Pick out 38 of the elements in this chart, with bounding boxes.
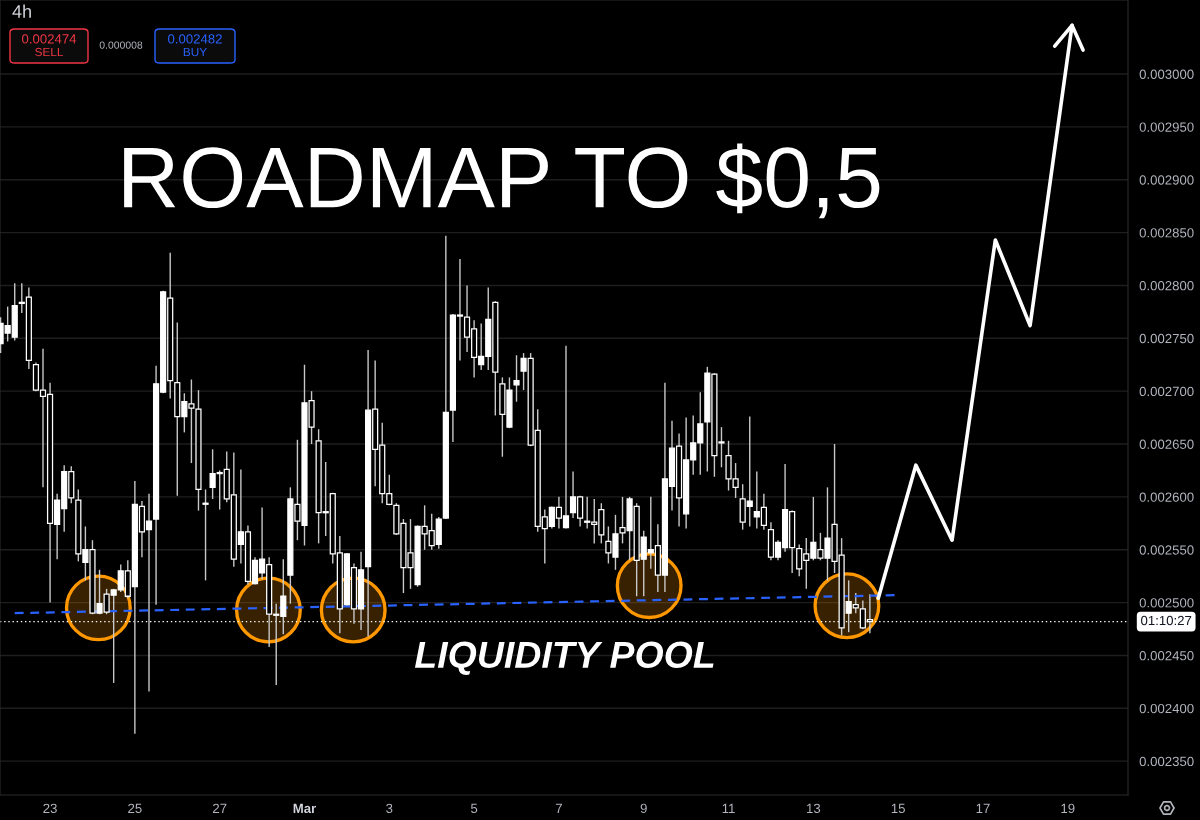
x-tick-label: 5: [470, 803, 478, 814]
annotation: 0.000008: [99, 41, 143, 49]
annotation: SELL: [35, 47, 64, 57]
annotation: BUY: [183, 47, 207, 57]
y-tick-label: 0.002450: [1139, 651, 1194, 661]
x-tick-label: 3: [386, 803, 393, 814]
y-tick-label: 0.002800: [1139, 281, 1194, 291]
x-tick-label: 19: [1061, 803, 1075, 814]
y-tick-label: 0.002900: [1139, 175, 1194, 185]
y-tick-label: 0.003000: [1139, 69, 1194, 79]
y-tick-label: 0.002400: [1139, 703, 1194, 714]
annotation: ROADMAP TO $0,5: [124, 143, 880, 219]
x-tick-label: 13: [807, 803, 821, 814]
y-tick-label: 0.002500: [1139, 598, 1194, 608]
annotation: 01:10:27: [1141, 615, 1192, 626]
annotation: 0.002474: [22, 34, 77, 44]
x-tick-label: 7: [555, 803, 562, 813]
x-tick-label: 27: [213, 803, 227, 813]
x-tick-label: Mar: [293, 803, 317, 814]
x-tick-label: 25: [128, 803, 142, 814]
y-tick-label: 0.002650: [1139, 439, 1194, 449]
x-tick-label: 15: [891, 803, 905, 814]
x-tick-label: 17: [976, 803, 990, 813]
x-tick-label: 11: [722, 803, 735, 813]
y-tick-label: 0.002600: [1139, 492, 1194, 502]
candlestick: [513, 354, 520, 403]
x-tick-label: 9: [640, 803, 647, 814]
y-tick-label: 0.002750: [1139, 333, 1194, 344]
candlestick: [202, 488, 209, 582]
y-tick-label: 0.002850: [1139, 228, 1194, 238]
y-tick-label: 0.002350: [1139, 756, 1194, 767]
y-tick-label: 0.002950: [1139, 122, 1194, 132]
annotation: LIQUIDITY POOL: [414, 641, 714, 676]
y-tick-label: 0.002550: [1139, 545, 1194, 555]
annotation: 0.002482: [168, 34, 222, 44]
y-tick-label: 0.002700: [1139, 386, 1194, 397]
x-tick-label: 23: [43, 803, 57, 814]
chart-title: 4h: [12, 4, 31, 18]
